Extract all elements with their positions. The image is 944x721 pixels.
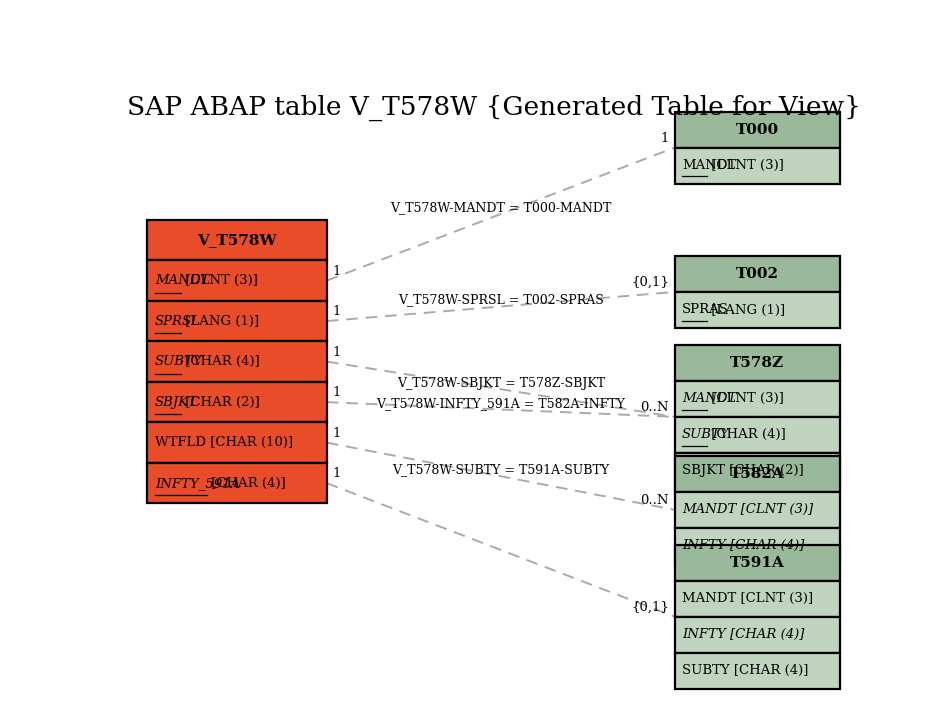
Bar [674,653,838,689]
Bar [674,112,838,148]
Text: V_T578W-MANDT = T000-MANDT: V_T578W-MANDT = T000-MANDT [390,201,611,214]
Bar [674,528,838,564]
Text: 1: 1 [332,346,341,359]
Bar [147,301,327,341]
Text: [CLNT (3)]: [CLNT (3)] [706,392,783,405]
Text: T000: T000 [734,123,778,136]
Text: 1: 1 [660,132,668,145]
Text: [CHAR (4)]: [CHAR (4)] [181,355,260,368]
Bar [674,580,838,616]
Text: T002: T002 [734,267,778,281]
Bar [147,382,327,423]
Bar [674,256,838,292]
Text: 1: 1 [332,427,341,440]
Text: T582A: T582A [729,466,784,481]
Text: V_T578W-SPRSL = T002-SPRAS: V_T578W-SPRSL = T002-SPRAS [397,293,603,306]
Text: [CLNT (3)]: [CLNT (3)] [181,274,258,287]
Text: MANDT: MANDT [682,392,735,405]
Bar [674,492,838,528]
Text: [LANG (1)]: [LANG (1)] [706,304,784,317]
Text: INFTY [CHAR (4)]: INFTY [CHAR (4)] [682,628,803,641]
Text: SPRSL: SPRSL [155,314,200,327]
Text: V_T578W: V_T578W [197,233,277,247]
Text: SBJKT: SBJKT [155,396,197,409]
Bar [674,345,838,381]
Text: WTFLD [CHAR (10)]: WTFLD [CHAR (10)] [155,436,293,449]
Text: 1: 1 [332,305,341,318]
Bar [674,456,838,492]
Text: T591A: T591A [729,556,784,570]
Text: SPRAS: SPRAS [682,304,728,317]
Bar [674,292,838,328]
Bar [674,544,838,580]
Text: SUBTY: SUBTY [682,428,729,441]
Text: SAP ABAP table V_T578W {Generated Table for View}: SAP ABAP table V_T578W {Generated Table … [126,95,860,121]
Text: 0..N: 0..N [640,401,668,414]
Text: V_T578W-SBJKT = T578Z-SBJKT: V_T578W-SBJKT = T578Z-SBJKT [396,377,604,390]
Bar [147,260,327,301]
Bar [147,423,327,463]
Text: [LANG (1)]: [LANG (1)] [181,314,259,327]
Text: T578Z: T578Z [730,355,784,370]
Text: 1: 1 [332,467,341,480]
Bar [674,417,838,453]
Text: INFTY_591A: INFTY_591A [155,477,240,490]
Text: 0..N: 0..N [640,494,668,507]
Text: INFTY [CHAR (4)]: INFTY [CHAR (4)] [682,539,803,552]
Text: MANDT [CLNT (3)]: MANDT [CLNT (3)] [682,503,813,516]
Bar [674,148,838,184]
Bar [147,220,327,260]
Text: SUBTY: SUBTY [155,355,202,368]
Text: {0,1}: {0,1} [631,276,668,289]
Text: [CHAR (2)]: [CHAR (2)] [181,396,260,409]
Text: 1: 1 [332,265,341,278]
Bar [674,453,838,489]
Text: [CHAR (4)]: [CHAR (4)] [208,477,286,490]
Text: [CLNT (3)]: [CLNT (3)] [706,159,783,172]
Text: 1: 1 [332,386,341,399]
Text: V_T578W-SUBTY = T591A-SUBTY: V_T578W-SUBTY = T591A-SUBTY [392,463,609,476]
Text: V_T578W-INFTY_591A = T582A-INFTY: V_T578W-INFTY_591A = T582A-INFTY [376,397,625,410]
Bar [674,381,838,417]
Bar [674,616,838,653]
Text: MANDT [CLNT (3)]: MANDT [CLNT (3)] [682,592,813,605]
Text: {0,1}: {0,1} [631,601,668,614]
Text: MANDT: MANDT [682,159,735,172]
Bar [147,341,327,382]
Bar [147,463,327,503]
Text: SBJKT [CHAR (2)]: SBJKT [CHAR (2)] [682,464,803,477]
Text: SUBTY [CHAR (4)]: SUBTY [CHAR (4)] [682,664,807,677]
Text: [CHAR (4)]: [CHAR (4)] [706,428,784,441]
Text: MANDT: MANDT [155,274,209,287]
